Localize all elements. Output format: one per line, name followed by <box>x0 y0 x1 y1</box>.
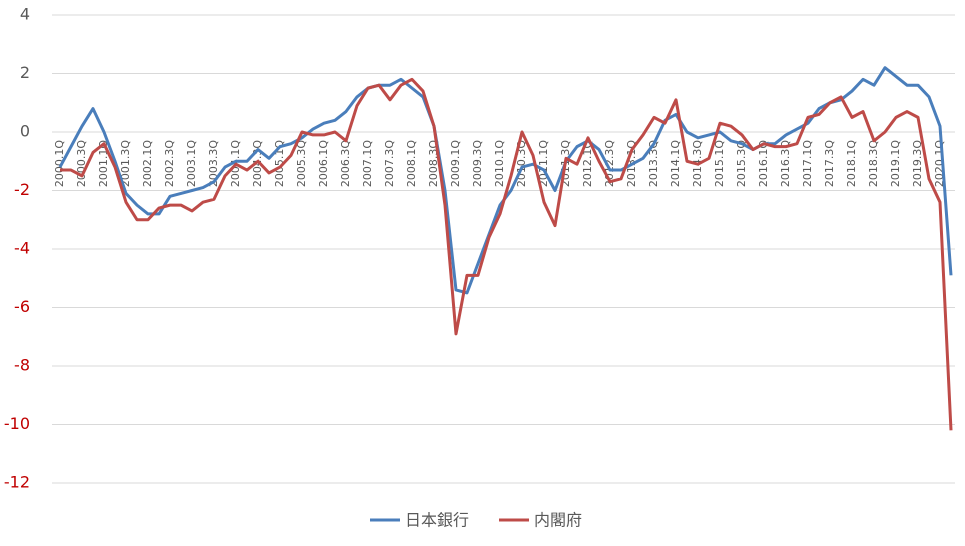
x-tick-label: 2002.1Q <box>141 140 154 187</box>
y-tick-label: -12 <box>4 473 30 492</box>
x-tick-label: 2003.1Q <box>185 140 198 187</box>
x-tick-label: 2019.3Q <box>911 140 924 187</box>
x-tick-label: 2007.3Q <box>383 140 396 187</box>
x-tick-label: 2018.1Q <box>845 140 858 187</box>
y-tick-label: 4 <box>20 5 30 24</box>
x-tick-label: 2010.1Q <box>493 140 506 187</box>
x-tick-label: 2009.1Q <box>449 140 462 187</box>
x-tick-label: 2008.1Q <box>405 140 418 187</box>
y-tick-label: -4 <box>14 239 30 258</box>
x-tick-label: 2012.1Q <box>581 140 594 187</box>
x-tick-label: 2016.1Q <box>757 140 770 187</box>
y-tick-label: -8 <box>14 356 30 375</box>
x-tick-label: 2000.1Q <box>53 140 66 187</box>
x-tick-label: 2015.3Q <box>735 140 748 187</box>
x-tick-label: 2017.1Q <box>801 140 814 187</box>
x-tick-label: 2002.3Q <box>163 140 176 187</box>
x-tick-label: 2001.3Q <box>119 140 132 187</box>
x-tick-label: 2003.3Q <box>207 140 220 187</box>
x-tick-label: 2017.3Q <box>823 140 836 187</box>
x-tick-label: 2019.1Q <box>889 140 902 187</box>
x-tick-label: 2006.1Q <box>317 140 330 187</box>
y-tick-label: -10 <box>4 414 30 433</box>
x-tick-label: 2014.1Q <box>669 140 682 187</box>
y-tick-label: -2 <box>14 180 30 199</box>
x-tick-label: 2007.1Q <box>361 140 374 187</box>
x-tick-label: 2018.3Q <box>867 140 880 187</box>
x-tick-label: 2016.3Q <box>779 140 792 187</box>
x-tick-label: 2005.3Q <box>295 140 308 187</box>
y-tick-label: 2 <box>20 63 30 82</box>
x-tick-label: 2015.1Q <box>713 140 726 187</box>
x-tick-label: 2006.3Q <box>339 140 352 187</box>
series-line <box>60 77 953 431</box>
x-tick-label: 2000.3Q <box>75 140 88 187</box>
legend-label: 日本銀行 <box>405 511 469 530</box>
legend-label: 内閣府 <box>534 511 582 530</box>
x-tick-label: 2009.3Q <box>471 140 484 187</box>
x-tick-label: 2013.3Q <box>647 140 660 187</box>
y-tick-label: -6 <box>14 297 30 316</box>
y-tick-label: 0 <box>20 122 30 141</box>
